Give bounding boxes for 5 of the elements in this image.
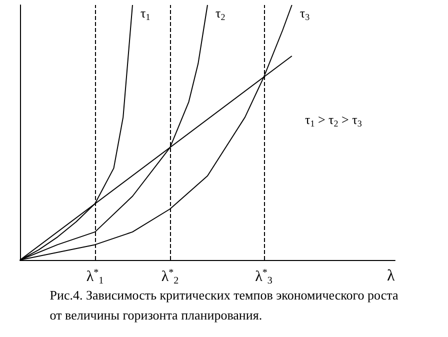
- x-tick-label: λ*3: [255, 268, 272, 286]
- x-tick-label: λ*1: [86, 268, 104, 286]
- x-tick-label: λ*2: [161, 268, 179, 286]
- x-axis-title: λ: [387, 268, 395, 284]
- text: Рис.4. Зависимость критических темпов экономического роста от величины горизонта планирования.: [50, 288, 398, 322]
